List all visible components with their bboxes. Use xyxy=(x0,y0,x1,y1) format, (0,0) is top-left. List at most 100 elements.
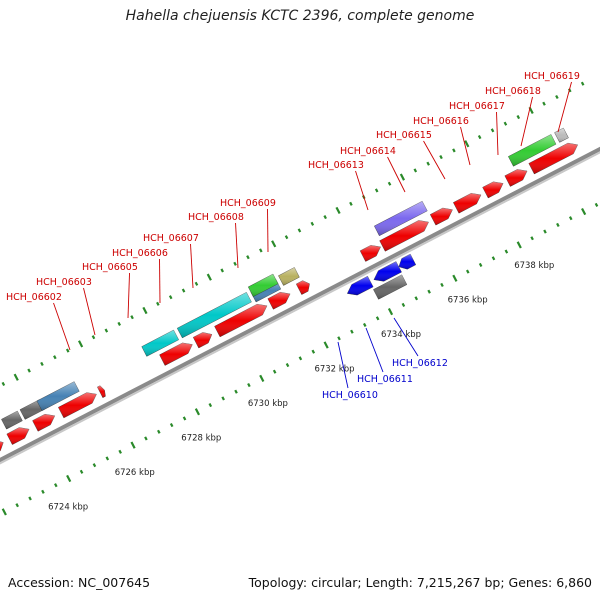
upper-tick xyxy=(271,240,277,248)
gene-label: HCH_06602 xyxy=(6,292,62,303)
reverse-gene-shade xyxy=(398,254,416,270)
upper-tick xyxy=(156,301,160,306)
feature-box-shade xyxy=(374,201,428,236)
lower-tick xyxy=(556,222,560,227)
upper-tick xyxy=(426,161,430,166)
upper-tick xyxy=(168,295,173,300)
gene-label: HCH_06605 xyxy=(82,262,138,273)
upper-tick xyxy=(310,221,315,226)
kbp-label: 6730 kbp xyxy=(248,399,288,409)
upper-tick xyxy=(297,228,302,233)
feature-box-shade xyxy=(141,330,179,357)
lower-tick xyxy=(387,308,394,316)
upper-tick xyxy=(490,128,495,133)
upper-tick xyxy=(65,348,70,353)
reverse-gene-shade xyxy=(373,261,402,282)
upper-tick xyxy=(580,81,585,86)
gene-label: HCH_06612 xyxy=(392,358,448,369)
gene-label: HCH_06613 xyxy=(308,160,364,171)
upper-tick xyxy=(78,340,84,348)
lower-tick xyxy=(221,396,225,401)
upper-tick xyxy=(233,261,237,266)
upper-tick xyxy=(40,361,44,366)
upper-tick xyxy=(259,248,263,253)
lower-tick xyxy=(530,236,534,241)
lower-tick xyxy=(234,389,238,394)
feature-box-shade xyxy=(248,274,279,297)
gene-leader-line xyxy=(83,287,96,336)
forward-gene-shade xyxy=(58,392,97,418)
lower-tick xyxy=(350,329,354,334)
map-title: Hahella chejuensis KCTC 2396, complete g… xyxy=(125,8,475,24)
gene-leader-line xyxy=(337,341,349,389)
lower-tick xyxy=(92,463,97,468)
upper-tick xyxy=(117,321,121,326)
upper-tick xyxy=(413,168,418,173)
feature-box-shade xyxy=(508,134,556,167)
feature-box-shade xyxy=(554,128,569,143)
kbp-label: 6732 kbp xyxy=(314,364,354,374)
upper-tick xyxy=(503,121,508,126)
lower-tick xyxy=(311,349,316,354)
gene-leader-line xyxy=(557,81,572,133)
lower-tick xyxy=(194,408,201,416)
lower-tick xyxy=(118,449,122,454)
forward-gene-shade xyxy=(430,208,453,226)
lower-tick xyxy=(337,336,341,341)
gene-label: HCH_06606 xyxy=(112,248,168,259)
kbp-label: 6726 kbp xyxy=(115,468,155,478)
gene-label: HCH_06619 xyxy=(524,71,580,82)
lower-tick xyxy=(54,483,58,488)
lower-tick xyxy=(247,382,251,388)
gene-label: HCH_06617 xyxy=(449,101,505,112)
lower-tick xyxy=(298,356,303,361)
forward-gene-shade xyxy=(267,292,291,310)
lower-tick xyxy=(414,296,419,301)
lower-tick xyxy=(478,262,483,268)
upper-tick xyxy=(516,114,521,120)
forward-gene-shade xyxy=(193,332,212,348)
lower-tick xyxy=(427,289,431,294)
lower-tick xyxy=(272,369,277,374)
lower-tick xyxy=(401,302,406,308)
lower-tick xyxy=(28,496,32,501)
accession-label: Accession: NC_007645 xyxy=(8,575,151,590)
lower-tick xyxy=(440,282,444,288)
lower-tick xyxy=(259,374,265,382)
upper-tick xyxy=(53,355,57,360)
gene-label: HCH_06618 xyxy=(485,86,541,97)
lower-tick xyxy=(1,508,7,516)
kbp-label: 6724 kbp xyxy=(48,502,88,512)
genome-backbone-shadow xyxy=(0,151,600,465)
lower-tick xyxy=(285,362,290,368)
upper-tick xyxy=(220,268,224,273)
feature-box-shade xyxy=(177,292,252,338)
lower-tick xyxy=(516,241,522,249)
lower-tick xyxy=(208,403,213,408)
upper-tick xyxy=(1,381,6,386)
lower-tick xyxy=(543,229,547,234)
upper-tick xyxy=(542,101,546,106)
upper-tick xyxy=(399,173,406,181)
lower-tick xyxy=(465,269,470,274)
lower-tick xyxy=(182,416,187,421)
forward-gene-shade xyxy=(504,169,528,187)
upper-tick xyxy=(206,273,212,281)
upper-tick xyxy=(246,255,250,260)
lower-tick xyxy=(375,316,380,321)
gene-label: HCH_06615 xyxy=(376,130,432,141)
gene-leader-line xyxy=(190,243,194,289)
lower-tick xyxy=(323,341,329,349)
upper-tick xyxy=(27,368,31,373)
lower-tick xyxy=(594,202,599,207)
upper-tick xyxy=(142,306,148,315)
upper-tick xyxy=(477,134,482,140)
lower-tick xyxy=(66,474,72,483)
gene-label: HCH_06609 xyxy=(220,198,276,209)
forward-gene-shade xyxy=(214,304,267,337)
lower-tick xyxy=(105,456,110,461)
feature-box-shade xyxy=(20,399,45,420)
forward-gene-shade xyxy=(97,385,106,398)
gene-leader-line xyxy=(355,170,369,211)
